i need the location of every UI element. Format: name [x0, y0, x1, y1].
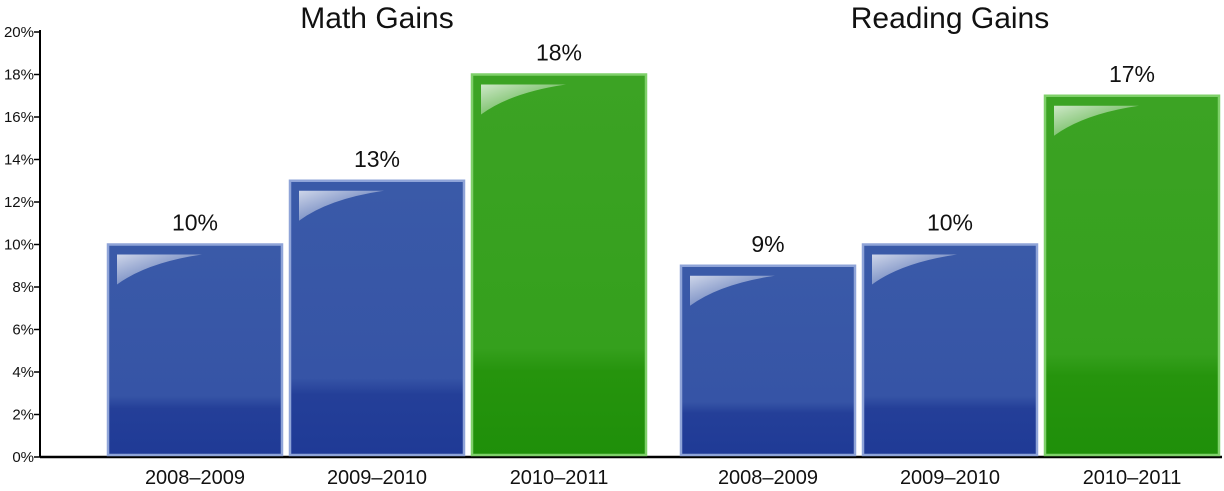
data-label: 17% [1109, 61, 1155, 87]
y-tick-label: 10% [4, 237, 34, 254]
data-label: 10% [927, 210, 973, 236]
y-tick-label: 0% [12, 449, 34, 466]
bar [679, 264, 857, 457]
category-label: 2010–2011 [1083, 467, 1182, 489]
y-tick-label: 14% [4, 152, 34, 169]
y-axis: 0% 2% 4% 6% 8% 10% 12% 14% 16% 18% 20% [4, 24, 41, 466]
bar-highlight [481, 84, 566, 115]
bar-highlight [690, 275, 775, 306]
bar [288, 179, 466, 457]
panel-title: Math Gains [300, 2, 453, 35]
category-label: 2009–2010 [900, 467, 1000, 489]
y-tick-label: 20% [4, 24, 34, 41]
bar-highlight [872, 254, 957, 285]
chart-panels: Math Gains 10% 2008–2009 13% 2009–2010 18% 201… [106, 2, 1221, 489]
bar-highlight [1054, 105, 1139, 136]
y-tick-label: 8% [12, 279, 34, 296]
data-label: 13% [354, 146, 400, 172]
bar [861, 243, 1039, 457]
data-label: 9% [751, 231, 784, 257]
data-label: 18% [536, 40, 582, 66]
y-tick-label: 18% [4, 67, 34, 84]
bar-highlight [117, 254, 202, 285]
panel-reading: Reading Gains 9% 2008–2009 10% 2009–2010 17% 2… [679, 2, 1221, 489]
y-tick-label: 2% [12, 407, 34, 424]
category-label: 2008–2009 [718, 467, 818, 489]
panel-title: Reading Gains [851, 2, 1049, 35]
category-label: 2010–2011 [510, 467, 609, 489]
bar-highlight [299, 190, 384, 221]
category-label: 2009–2010 [327, 467, 427, 489]
category-label: 2008–2009 [145, 467, 245, 489]
bar [106, 243, 284, 457]
y-tick-label: 12% [4, 194, 34, 211]
bar [470, 73, 648, 457]
data-label: 10% [172, 210, 218, 236]
panel-math: Math Gains 10% 2008–2009 13% 2009–2010 18% 201… [106, 2, 648, 489]
bar [1043, 94, 1221, 457]
y-tick-label: 16% [4, 109, 34, 126]
y-tick-label: 6% [12, 322, 34, 339]
y-tick-label: 4% [12, 364, 34, 381]
